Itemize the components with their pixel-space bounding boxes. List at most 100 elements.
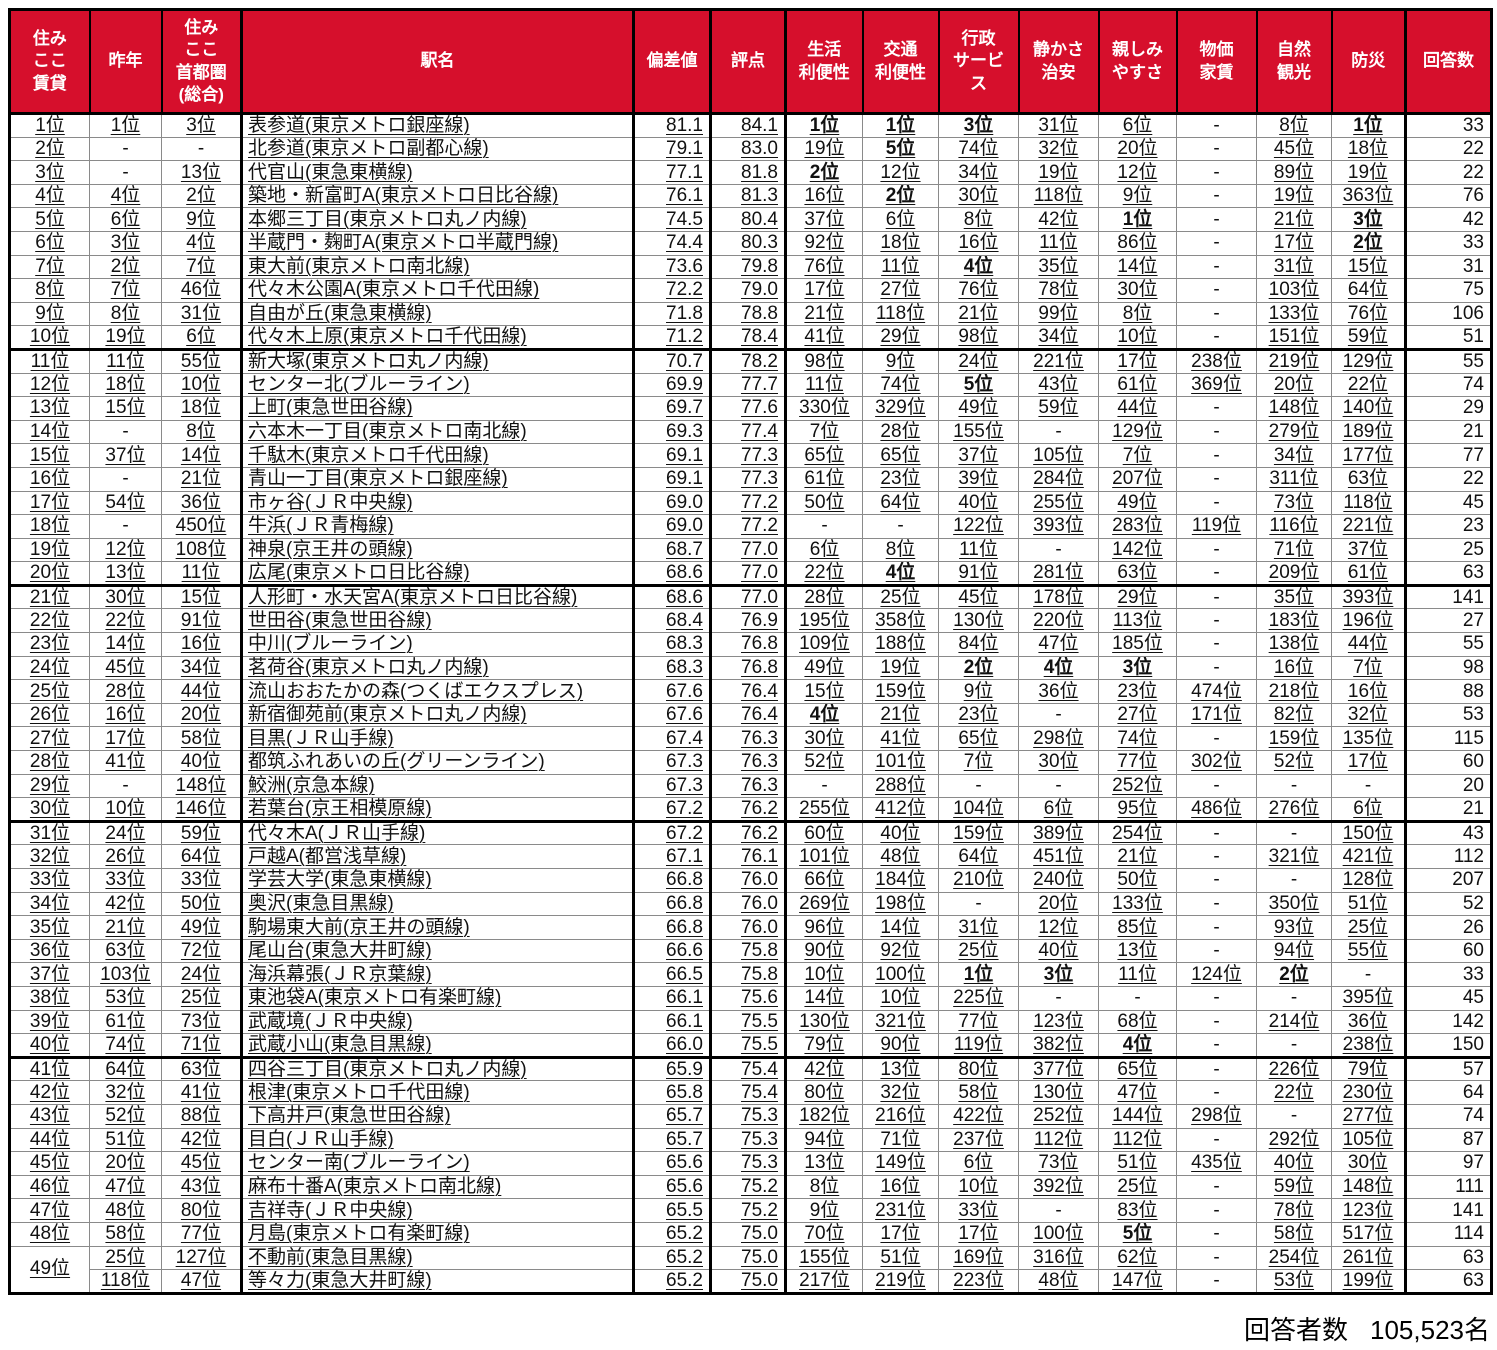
quiet-rank-cell: 20位 <box>1018 891 1099 917</box>
rank-cell: 31位 <box>9 820 90 846</box>
friendly-rank-cell: 7位 <box>1098 443 1177 468</box>
deviation-cell: 66.8 <box>632 868 711 893</box>
metro-rank-cell: 24位 <box>161 962 242 987</box>
rank-cell: 8位 <box>9 278 90 303</box>
metro-rank-cell: 6位 <box>161 325 242 351</box>
score-cell: 76.2 <box>709 797 786 823</box>
score-cell: 78.8 <box>709 301 786 327</box>
transport-rank-cell: 9位 <box>862 348 939 374</box>
gov-rank-cell: 11位 <box>938 537 1019 563</box>
transport-rank-cell: 184位 <box>862 868 939 893</box>
answers-cell: 75 <box>1404 278 1492 303</box>
price-rank-cell: - <box>1176 820 1257 846</box>
quiet-rank-cell: 34位 <box>1018 325 1099 351</box>
last-year-cell: 54位 <box>89 490 162 516</box>
table-row: 38位 53位 25位 東池袋A(東京メトロ有楽町線) 66.1 75.6 14位 10位 22… <box>9 985 1492 1011</box>
metro-rank-cell: 40位 <box>161 750 242 775</box>
nature-rank-cell: 73位 <box>1256 490 1332 516</box>
gov-rank-cell: 37位 <box>938 443 1019 468</box>
last-year-cell: 7位 <box>89 278 162 303</box>
nature-rank-cell: 21位 <box>1256 207 1332 232</box>
station-cell: 本郷三丁目(東京メトロ丸ノ内線) <box>240 207 634 232</box>
life-rank-cell: 101位 <box>784 844 863 869</box>
score-cell: 77.3 <box>709 466 786 492</box>
nature-rank-cell: 279位 <box>1256 419 1332 445</box>
rank-cell: 30位 <box>9 797 90 823</box>
friendly-rank-cell: 12位 <box>1098 160 1177 185</box>
life-rank-cell: - <box>784 514 863 539</box>
rank-cell: 49位 <box>9 1245 90 1294</box>
nature-rank-cell: 214位 <box>1256 1009 1332 1035</box>
deviation-cell: 69.7 <box>632 396 711 421</box>
disaster-rank-cell: 189位 <box>1331 419 1406 445</box>
quiet-rank-cell: 393位 <box>1018 514 1099 539</box>
price-rank-cell: - <box>1176 938 1257 964</box>
nature-rank-cell: 219位 <box>1256 348 1332 374</box>
respondents-label: 回答者数 <box>1244 1315 1349 1345</box>
deviation-cell: 67.6 <box>632 679 711 704</box>
life-rank-cell: 330位 <box>784 396 863 421</box>
deviation-cell: 77.1 <box>632 160 711 185</box>
station-cell: 吉祥寺(ＪＲ中央線) <box>240 1198 634 1223</box>
table-row: 34位 42位 50位 奥沢(東急目黒線) 66.8 76.0 269位 198位 -20位 13… <box>9 891 1492 917</box>
nature-rank-cell: 40位 <box>1256 1151 1332 1176</box>
quiet-rank-cell: 4位 <box>1018 655 1099 681</box>
quiet-rank-cell: 178位 <box>1018 584 1099 610</box>
transport-rank-cell: 41位 <box>862 726 939 752</box>
quiet-rank-cell: 42位 <box>1018 207 1099 232</box>
metro-rank-cell: 14位 <box>161 443 242 468</box>
quiet-rank-cell: 220位 <box>1018 608 1099 634</box>
answers-cell: 20 <box>1404 773 1492 799</box>
rank-cell: 43位 <box>9 1103 90 1129</box>
score-cell: 76.1 <box>709 844 786 869</box>
gov-rank-cell: 91位 <box>938 561 1019 587</box>
rank-cell: 7位 <box>9 254 90 280</box>
score-cell: 79.0 <box>709 278 786 303</box>
station-cell: 月島(東京メトロ有楽町線) <box>240 1221 634 1247</box>
nature-rank-cell: 31位 <box>1256 254 1332 280</box>
price-rank-cell: - <box>1176 490 1257 516</box>
answers-cell: 33 <box>1404 230 1492 256</box>
life-rank-cell: 7位 <box>784 419 863 445</box>
last-year-cell: 33位 <box>89 868 162 893</box>
price-rank-cell: - <box>1176 466 1257 492</box>
metro-rank-cell: 3位 <box>161 113 242 138</box>
life-rank-cell: 10位 <box>784 962 863 987</box>
last-year-cell: - <box>89 773 162 799</box>
nature-rank-cell: 20位 <box>1256 372 1332 398</box>
station-cell: センター北(ブルーライン) <box>240 372 634 398</box>
deviation-cell: 70.7 <box>632 348 711 374</box>
respondents-value: 105,523名 <box>1370 1315 1490 1345</box>
gov-rank-cell: 84位 <box>938 632 1019 657</box>
life-rank-cell: 195位 <box>784 608 863 634</box>
transport-rank-cell: 412位 <box>862 797 939 823</box>
transport-rank-cell: 25位 <box>862 584 939 610</box>
metro-rank-cell: 55位 <box>161 348 242 374</box>
disaster-rank-cell: 15位 <box>1331 254 1406 280</box>
table-row: 46位 47位 43位 麻布十番A(東京メトロ南北線) 65.6 75.2 8位 16位 10位… <box>9 1174 1492 1200</box>
disaster-rank-cell: 36位 <box>1331 1009 1406 1035</box>
answers-cell: 22 <box>1404 466 1492 492</box>
metro-rank-cell: 148位 <box>161 773 242 799</box>
last-year-cell: - <box>89 136 162 162</box>
gov-rank-cell: 119位 <box>938 1033 1019 1059</box>
nature-rank-cell: - <box>1256 1103 1332 1129</box>
price-rank-cell: - <box>1176 726 1257 752</box>
deviation-cell: 69.0 <box>632 490 711 516</box>
nature-rank-cell: 93位 <box>1256 915 1332 940</box>
last-year-cell: 18位 <box>89 372 162 398</box>
last-year-cell: 11位 <box>89 348 162 374</box>
life-rank-cell: 28位 <box>784 584 863 610</box>
score-cell: 75.6 <box>709 985 786 1011</box>
life-rank-cell: 79位 <box>784 1033 863 1059</box>
nature-rank-cell: - <box>1256 1033 1332 1059</box>
disaster-rank-cell: 238位 <box>1331 1033 1406 1059</box>
nature-rank-cell: 133位 <box>1256 301 1332 327</box>
price-rank-cell: - <box>1176 160 1257 185</box>
price-rank-cell: 298位 <box>1176 1103 1257 1129</box>
disaster-rank-cell: 395位 <box>1331 985 1406 1011</box>
disaster-rank-cell: 37位 <box>1331 537 1406 563</box>
last-year-cell: 30位 <box>89 584 162 610</box>
transport-rank-cell: 101位 <box>862 750 939 775</box>
gov-rank-cell: 169位 <box>938 1245 1019 1271</box>
